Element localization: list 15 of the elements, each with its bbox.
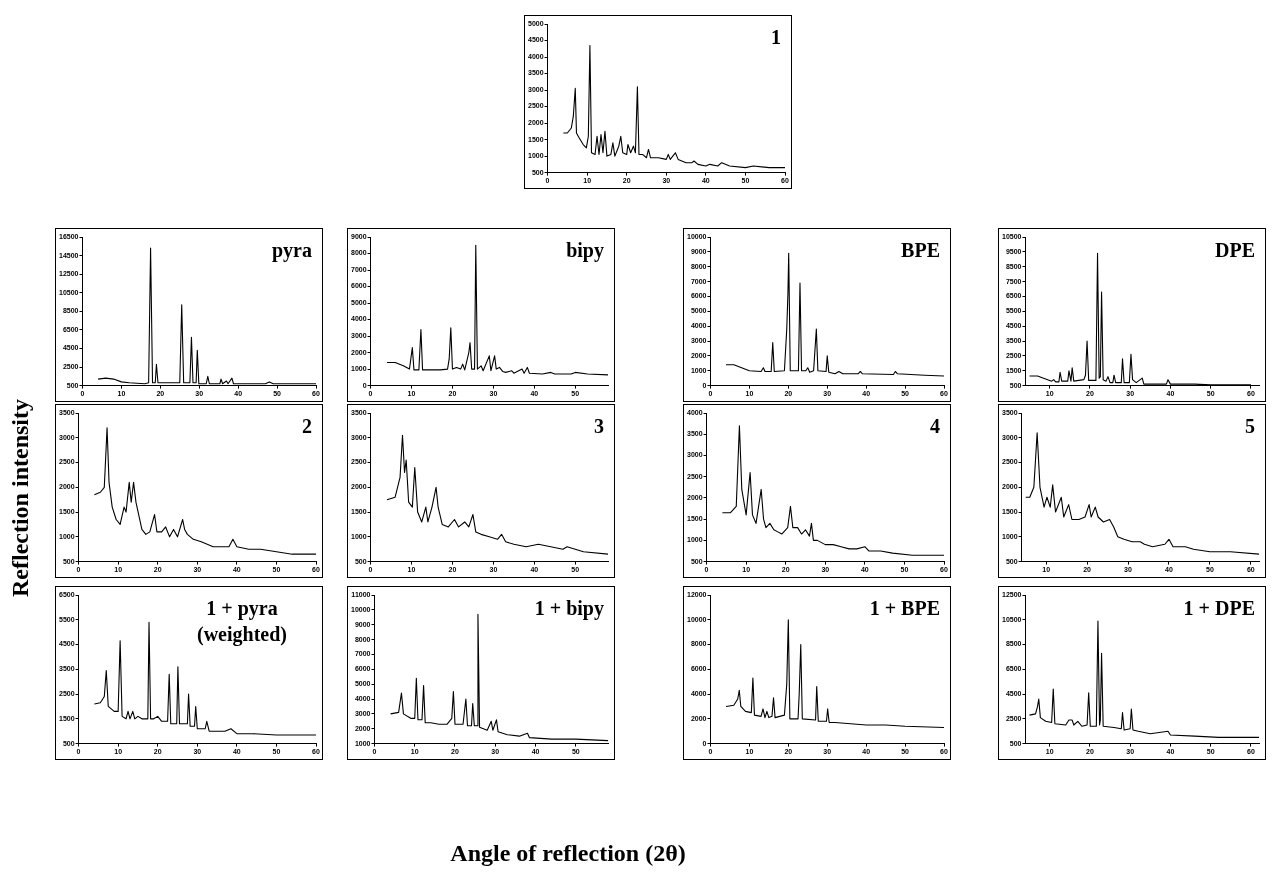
chart-title: 5 (1245, 414, 1255, 439)
chart-title: 3 (594, 414, 604, 439)
chart-title: 1 + BPE (869, 596, 940, 621)
chart-title: 1 + DPE (1183, 596, 1255, 621)
y-axis-title: Reflection intensity (6, 399, 34, 597)
text: 1 + pyra (weighted) (196, 596, 288, 647)
chart-title: 1 (771, 25, 781, 50)
chart-title: 1 + bipy (534, 596, 604, 621)
chart-title: BPE (901, 238, 940, 263)
x-axis-title: Angle of reflection (2θ) (450, 840, 686, 867)
chart-title: 2 (302, 414, 312, 439)
chart-title: pyra (272, 238, 312, 263)
chart-title: 4 (930, 414, 940, 439)
chart-title: DPE (1215, 238, 1255, 263)
chart-title: bipy (566, 238, 604, 263)
